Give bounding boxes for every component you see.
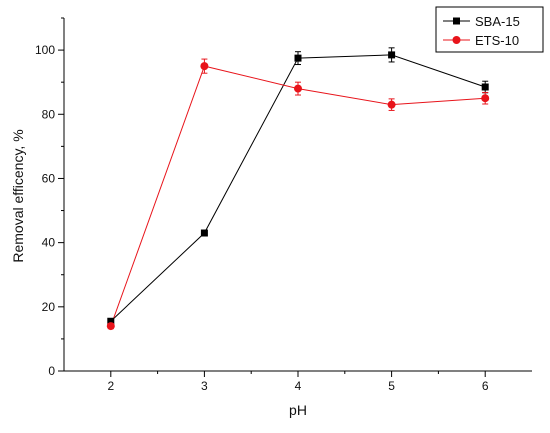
- data-point-sba15: [107, 317, 115, 325]
- legend-label-sba15: SBA-15: [475, 14, 520, 29]
- y-ticks: 0 20 40 60 80 100: [35, 17, 64, 378]
- x-axis-title: pH: [289, 402, 307, 418]
- data-point-ets10: [387, 100, 396, 109]
- data-point-sba15: [388, 51, 396, 59]
- data-point-ets10: [481, 94, 490, 103]
- x-tick-label: 4: [295, 379, 302, 393]
- data-point-sba15: [294, 54, 302, 62]
- legend-label-ets10: ETS-10: [475, 33, 519, 48]
- legend-marker-sba15: [453, 17, 460, 25]
- data-point-ets10: [106, 322, 115, 331]
- data-point-ets10: [200, 62, 209, 71]
- y-tick-label: 0: [48, 364, 55, 378]
- plot-frame: [63, 18, 532, 372]
- x-ticks: 2 3 4 5 6: [107, 371, 489, 393]
- x-tick-label: 2: [107, 379, 114, 393]
- y-tick-label: 60: [42, 171, 56, 185]
- data-point-sba15: [481, 83, 489, 91]
- x-tick-label: 5: [388, 379, 395, 393]
- series-line-ets10: [110, 65, 486, 327]
- legend-marker-ets10: [452, 36, 461, 44]
- legend-box: [435, 6, 544, 53]
- data-point-ets10: [294, 84, 302, 93]
- legend: SBA-15 ETS-10: [435, 6, 544, 53]
- series-layer: [106, 47, 490, 331]
- y-tick-label: 80: [42, 107, 56, 121]
- x-tick-label: 3: [201, 379, 208, 393]
- x-tick-label: 6: [482, 379, 489, 393]
- data-point-sba15: [200, 229, 208, 237]
- y-tick-label: 20: [42, 300, 56, 314]
- y-tick-label: 40: [42, 236, 56, 250]
- y-axis-title: Removal efficency, %: [10, 129, 26, 262]
- y-tick-label: 100: [35, 43, 55, 57]
